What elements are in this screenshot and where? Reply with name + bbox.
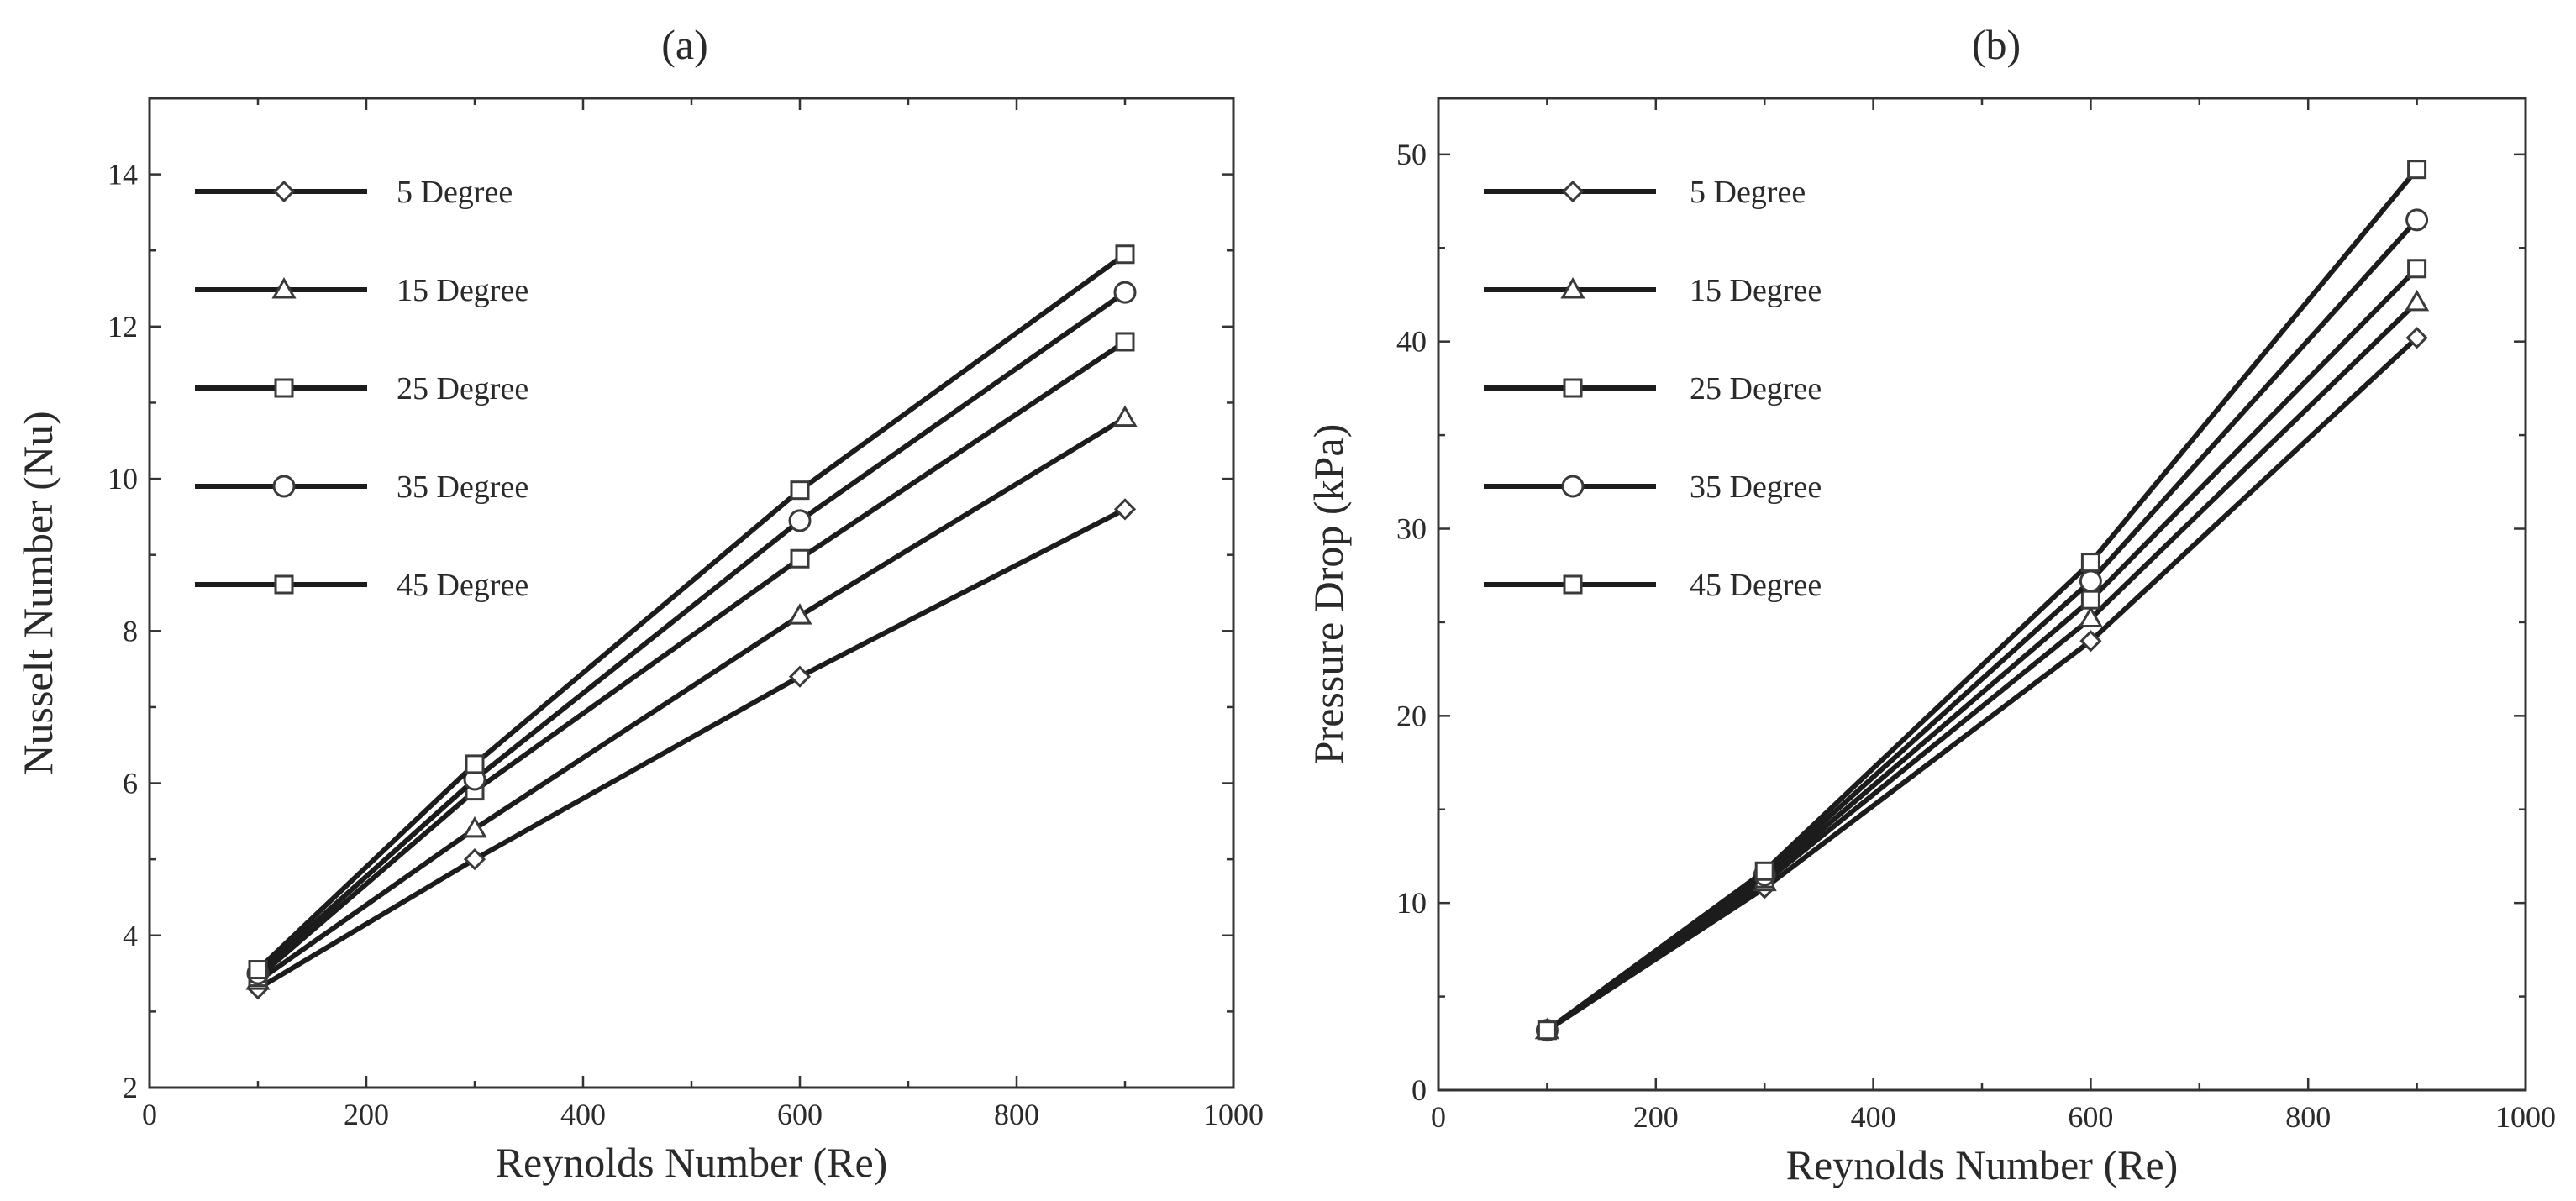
y-axis-label: Pressure Drop (kPa) xyxy=(1305,424,1352,764)
legend-marker-5-degree xyxy=(1561,180,1585,203)
legend-label-35-degree: 35 Degree xyxy=(397,469,528,505)
data-point-35-degree xyxy=(2079,569,2102,593)
x-tick-label: 800 xyxy=(994,1098,1039,1131)
y-tick-label: 0 xyxy=(1412,1073,1427,1107)
data-point-25-degree xyxy=(2080,590,2100,610)
data-point-35-degree xyxy=(788,509,812,532)
x-tick-label: 400 xyxy=(560,1098,606,1131)
series-line-5-degree xyxy=(255,506,1128,992)
data-point-25-degree xyxy=(2407,259,2427,279)
data-point-45-degree xyxy=(248,960,268,980)
x-tick-label: 0 xyxy=(1431,1100,1446,1134)
x-tick-label: 0 xyxy=(142,1098,157,1131)
data-point-25-degree xyxy=(790,548,810,569)
legend-marker-5-degree xyxy=(272,180,296,203)
y-tick-label: 4 xyxy=(123,919,138,952)
data-point-45-degree xyxy=(2407,160,2427,180)
y-tick-label: 20 xyxy=(1396,699,1427,732)
data-point-15-degree xyxy=(1112,405,1138,427)
data-point-5-degree xyxy=(788,665,812,688)
panel-label: (b) xyxy=(1972,21,2021,68)
data-point-45-degree xyxy=(790,480,810,501)
y-tick-label: 6 xyxy=(123,767,138,800)
panel-label: (a) xyxy=(661,21,708,68)
y-tick-label: 14 xyxy=(108,158,138,191)
series-line-25-degree xyxy=(255,338,1128,980)
legend-marker-45-degree xyxy=(274,574,294,595)
y-tick-label: 10 xyxy=(1396,886,1427,920)
chart-panel-1: (b) 0 200 400 600 800 1000 0 10 20 30 40 50 Reynolds … xyxy=(1305,21,2556,1188)
x-tick-label: 600 xyxy=(777,1098,823,1131)
legend-label-45-degree: 45 Degree xyxy=(1690,568,1822,603)
y-tick-label: 12 xyxy=(108,310,138,344)
data-point-45-degree xyxy=(1537,1020,1557,1041)
data-point-35-degree xyxy=(1113,281,1137,304)
x-tick-label: 400 xyxy=(1851,1100,1896,1134)
legend-marker-25-degree xyxy=(274,378,294,398)
data-point-5-degree xyxy=(2079,630,2102,653)
legend-marker-15-degree xyxy=(271,276,297,299)
legend-label-45-degree: 45 Degree xyxy=(397,568,528,603)
legend-marker-35-degree xyxy=(1561,475,1585,498)
y-axis-label: Nusselt Number (Nu) xyxy=(14,411,61,774)
series-line-45-degree xyxy=(255,251,1128,973)
series-line-45-degree xyxy=(1544,166,2420,1033)
series-line-35-degree xyxy=(1544,217,2420,1033)
data-point-45-degree xyxy=(1115,244,1135,265)
x-tick-label: 800 xyxy=(2285,1100,2331,1134)
legend-label-15-degree: 15 Degree xyxy=(397,273,528,308)
y-tick-label: 8 xyxy=(123,614,138,648)
data-point-45-degree xyxy=(2080,553,2100,573)
series-line-15-degree xyxy=(255,415,1128,984)
legend-marker-25-degree xyxy=(1563,378,1583,398)
x-tick-label: 1000 xyxy=(2495,1100,2556,1134)
plot-frame xyxy=(1437,97,2527,1092)
legend-marker-45-degree xyxy=(1563,574,1583,595)
x-tick-label: 200 xyxy=(344,1098,389,1131)
legend-label-5-degree: 5 Degree xyxy=(397,175,513,210)
series-line-5-degree xyxy=(1544,335,2420,1033)
y-tick-label: 10 xyxy=(108,462,138,496)
data-point-15-degree xyxy=(462,816,487,838)
legend-label-15-degree: 15 Degree xyxy=(1690,273,1822,308)
data-point-45-degree xyxy=(1754,861,1774,881)
data-point-5-degree xyxy=(1113,498,1137,521)
series-line-35-degree xyxy=(255,290,1128,977)
data-point-25-degree xyxy=(1115,332,1135,352)
legend-marker-35-degree xyxy=(272,475,296,498)
legend-label-25-degree: 25 Degree xyxy=(1690,371,1822,406)
y-tick-label: 2 xyxy=(123,1071,138,1104)
chart-panel-0: (a) 0 200 400 600 800 1000 2 4 6 8 10 12 14 Reynolds N… xyxy=(14,21,1264,1186)
legend-label-35-degree: 35 Degree xyxy=(1690,469,1822,505)
plot-frame xyxy=(148,97,1235,1089)
series-line-25-degree xyxy=(1544,265,2420,1033)
x-axis-label: Reynolds Number (Re) xyxy=(1786,1141,2179,1188)
data-point-15-degree xyxy=(2078,606,2103,627)
y-tick-label: 40 xyxy=(1396,325,1427,359)
x-tick-label: 200 xyxy=(1633,1100,1679,1134)
x-axis-label: Reynolds Number (Re) xyxy=(496,1139,888,1186)
data-point-45-degree xyxy=(465,754,485,774)
legend-marker-15-degree xyxy=(1560,276,1585,299)
x-tick-label: 1000 xyxy=(1203,1098,1264,1131)
data-point-35-degree xyxy=(2405,208,2429,232)
y-tick-label: 30 xyxy=(1396,512,1427,546)
y-tick-label: 50 xyxy=(1396,138,1427,171)
x-tick-label: 600 xyxy=(2068,1100,2113,1134)
legend-label-5-degree: 5 Degree xyxy=(1690,175,1806,210)
data-point-15-degree xyxy=(2405,289,2430,312)
legend-label-25-degree: 25 Degree xyxy=(397,371,528,406)
data-point-5-degree xyxy=(2405,327,2428,349)
data-point-15-degree xyxy=(787,603,812,625)
data-point-5-degree xyxy=(463,848,486,871)
